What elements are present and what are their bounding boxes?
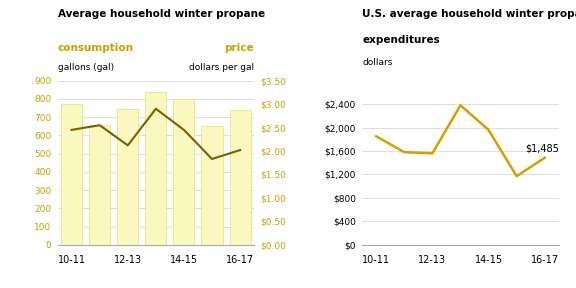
- Text: U.S. average household winter propane: U.S. average household winter propane: [362, 9, 576, 19]
- Text: $1,485: $1,485: [525, 143, 559, 153]
- Bar: [118, 109, 138, 245]
- Text: dollars: dollars: [362, 58, 393, 67]
- Bar: [89, 125, 110, 245]
- Bar: [202, 126, 222, 245]
- Text: Average household winter propane: Average household winter propane: [58, 9, 265, 19]
- Bar: [173, 99, 195, 245]
- Text: dollars per gal: dollars per gal: [189, 63, 254, 72]
- Text: price: price: [225, 43, 254, 53]
- Bar: [61, 104, 82, 245]
- Text: gallons (gal): gallons (gal): [58, 63, 113, 72]
- Text: consumption: consumption: [58, 43, 134, 53]
- Text: expenditures: expenditures: [362, 35, 440, 45]
- Bar: [145, 92, 166, 245]
- Bar: [230, 110, 251, 245]
